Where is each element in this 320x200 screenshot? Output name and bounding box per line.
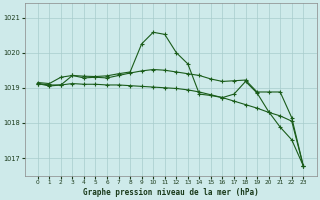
- X-axis label: Graphe pression niveau de la mer (hPa): Graphe pression niveau de la mer (hPa): [83, 188, 258, 197]
